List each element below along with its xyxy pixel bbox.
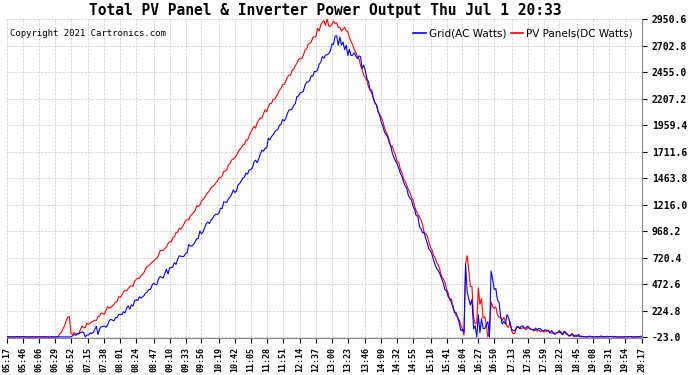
PV Panels(DC Watts) [468, 284, 476, 289]
Line: PV Panels(DC Watts): PV Panels(DC Watts) [8, 18, 642, 337]
Grid(AC Watts) [404, 193, 413, 198]
Grid(AC Watts) [466, 303, 475, 307]
PV Panels(DC Watts) [3, 334, 12, 339]
PV Panels(DC Watts) [212, 181, 220, 185]
Text: Copyright 2021 Cartronics.com: Copyright 2021 Cartronics.com [10, 28, 166, 38]
Grid(AC Watts) [210, 213, 218, 218]
PV Panels(DC Watts) [406, 190, 414, 195]
PV Panels(DC Watts) [464, 268, 473, 273]
Grid(AC Watts) [333, 34, 341, 38]
Title: Total PV Panel & Inverter Power Output Thu Jul 1 20:33: Total PV Panel & Inverter Power Output T… [88, 3, 561, 18]
PV Panels(DC Watts) [323, 16, 331, 21]
PV Panels(DC Watts) [638, 334, 647, 339]
Grid(AC Watts) [79, 330, 88, 335]
Line: Grid(AC Watts): Grid(AC Watts) [8, 36, 642, 337]
PV Panels(DC Watts) [81, 326, 90, 330]
PV Panels(DC Watts) [256, 116, 264, 120]
Grid(AC Watts) [255, 157, 263, 161]
Grid(AC Watts) [638, 334, 647, 339]
PV Panels(DC Watts) [5, 335, 13, 339]
Grid(AC Watts) [3, 335, 12, 339]
Grid(AC Watts) [463, 289, 471, 294]
Legend: Grid(AC Watts), PV Panels(DC Watts): Grid(AC Watts), PV Panels(DC Watts) [409, 24, 637, 42]
